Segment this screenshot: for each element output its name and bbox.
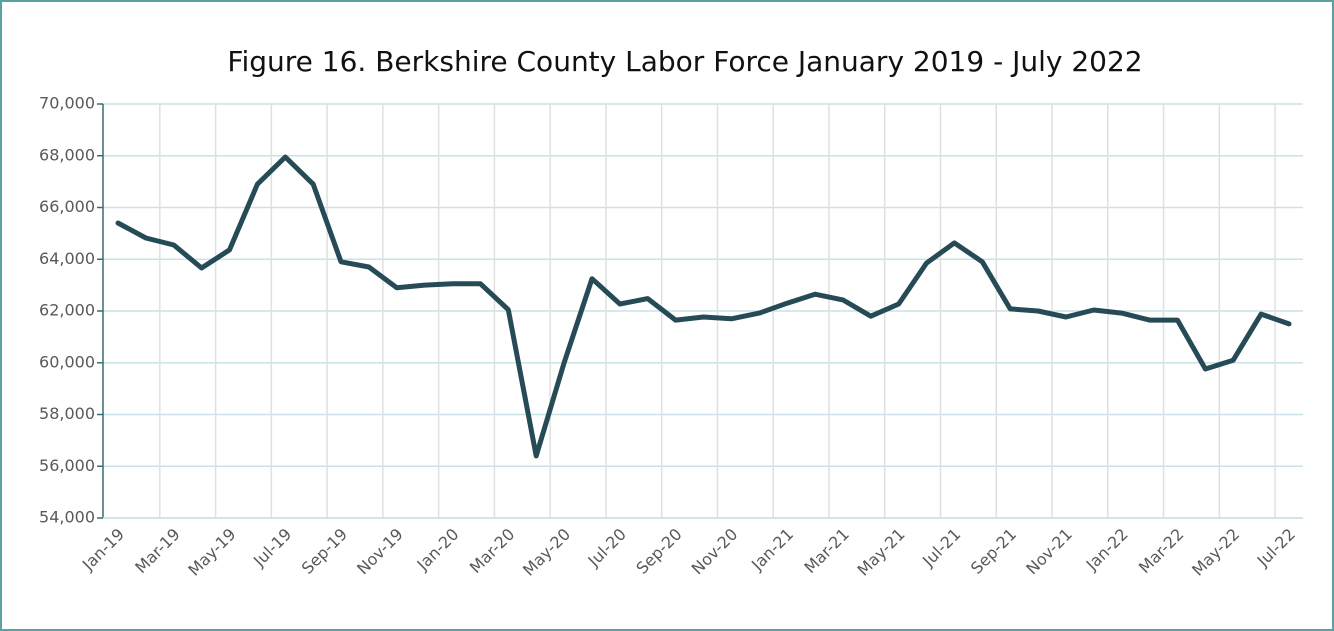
y-tick-label: 58,000 (39, 404, 95, 423)
y-tick-label: 54,000 (39, 508, 95, 527)
chart-title: Figure 16. Berkshire County Labor Force … (227, 45, 1142, 78)
line-series (115, 154, 1292, 459)
y-tick-label: 62,000 (39, 301, 95, 320)
y-tick-label: 56,000 (39, 456, 95, 475)
y-tick-label: 66,000 (39, 197, 95, 216)
y-tick-label: 68,000 (39, 145, 95, 164)
y-tick-label: 64,000 (39, 249, 95, 268)
y-tick-label: 60,000 (39, 352, 95, 371)
y-tick-label: 70,000 (39, 94, 95, 113)
